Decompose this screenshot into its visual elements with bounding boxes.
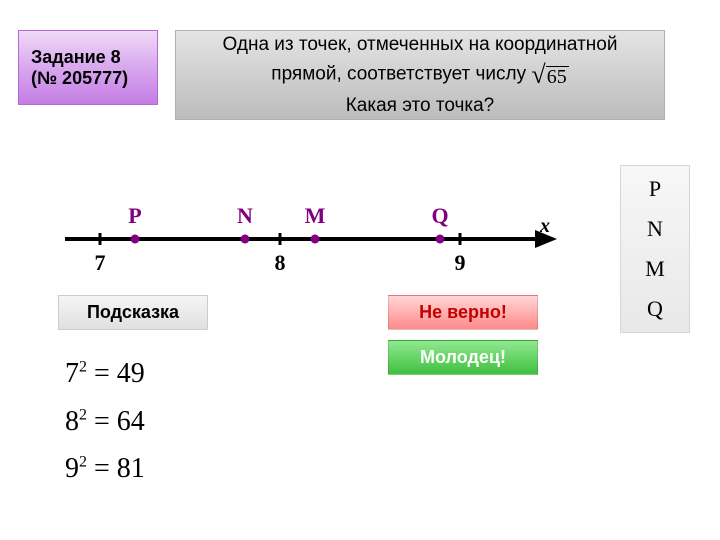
point-label-q: Q [431,203,448,229]
feedback-right: Молодец! [388,340,538,375]
point-label-m: M [305,203,326,229]
axis-label: x [540,215,550,238]
hint-row: 92 = 81 [65,445,145,493]
hint-button[interactable]: Подсказка [58,295,208,330]
feedback-wrong: Не верно! [388,295,538,330]
answer-option-n[interactable]: N [647,216,663,242]
number-line: x 7 8 9 P N M Q [60,195,560,285]
answer-option-m[interactable]: M [645,256,665,282]
tick-label: 9 [455,250,466,276]
question-box: Одна из точек, отмеченных на координатно… [175,30,665,120]
hint-row: 72 = 49 [65,350,145,398]
sqrt-value: 65 [546,66,569,87]
tick-label: 8 [275,250,286,276]
point-label-p: P [128,203,141,229]
question-part2: Какая это точка? [346,95,495,116]
hints-block: 72 = 4982 = 6492 = 81 [65,350,145,493]
answer-option-p[interactable]: P [649,176,661,202]
hint-row: 82 = 64 [65,398,145,446]
task-line1: Задание 8 [31,47,157,68]
tick-label: 7 [95,250,106,276]
task-badge: Задание 8 (№ 205777) [18,30,158,105]
point-label-n: N [237,203,253,229]
sqrt-expression: √65 [531,57,568,92]
answer-panel: PNMQ [620,165,690,333]
task-line2: (№ 205777) [31,68,157,89]
answer-option-q[interactable]: Q [647,296,663,322]
